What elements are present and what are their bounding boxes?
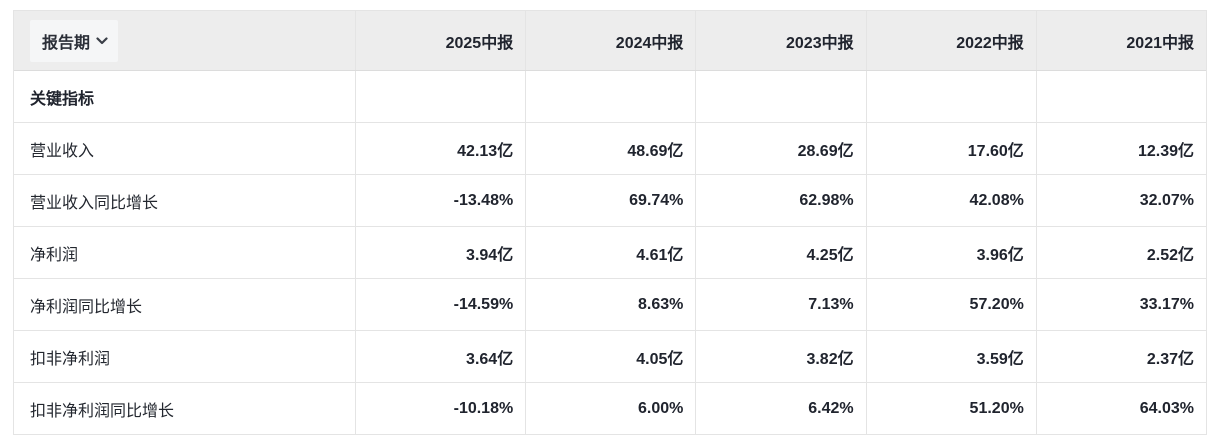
cell-value: -13.48% xyxy=(356,175,527,226)
column-header-2025: 2025中报 xyxy=(356,11,527,70)
empty-cell xyxy=(696,71,867,122)
cell-value: 62.98% xyxy=(696,175,867,226)
row-label: 净利润 xyxy=(14,227,356,278)
cell-value: 4.05亿 xyxy=(526,331,697,382)
cell-value: 2.52亿 xyxy=(1146,246,1195,264)
cell-value: 12.39亿 xyxy=(1137,142,1195,160)
cell-value: 6.00% xyxy=(526,383,697,434)
table-row-adjusted-net-profit: 扣非净利润 3.64亿 4.05亿 3.82亿 3.59亿 2.37亿 xyxy=(14,331,1206,383)
cell-value: 3.59亿 xyxy=(867,331,1037,382)
section-row-key-indicators: 关键指标 xyxy=(14,71,1206,123)
cell-value: 42.13亿 xyxy=(356,123,527,174)
cell-value: 28.69亿 xyxy=(696,123,867,174)
table-header-row: 报告期 2025中报 2024中报 2023中报 2022中报 2021中报 xyxy=(14,11,1206,71)
cell-value: 4.61亿 xyxy=(526,227,697,278)
cell-value: -10.18% xyxy=(356,383,527,434)
cell-value: -14.59% xyxy=(356,279,527,330)
report-period-label: 报告期 xyxy=(42,34,91,52)
cell-value: 8.63% xyxy=(526,279,697,330)
cell-value: 6.42% xyxy=(696,383,867,434)
empty-cell xyxy=(1037,71,1206,122)
cell-value: 7.13% xyxy=(696,279,867,330)
column-header-2021: 2021中报 xyxy=(1126,34,1195,52)
section-title: 关键指标 xyxy=(14,71,356,122)
cell-value: 32.07% xyxy=(1139,191,1195,209)
cell-value: 57.20% xyxy=(867,279,1037,330)
cell-value: 51.20% xyxy=(867,383,1037,434)
cell-value: 33.17% xyxy=(1139,295,1195,313)
row-label: 扣非净利润 xyxy=(14,331,356,382)
cell-value: 3.82亿 xyxy=(696,331,867,382)
column-header-2023: 2023中报 xyxy=(696,11,867,70)
table-row-adjusted-net-profit-yoy-growth: 扣非净利润同比增长 -10.18% 6.00% 6.42% 51.20% 64.… xyxy=(14,383,1206,435)
empty-cell xyxy=(356,71,527,122)
table-row-operating-revenue: 营业收入 42.13亿 48.69亿 28.69亿 17.60亿 12.39亿 xyxy=(14,123,1206,175)
table-row-net-profit: 净利润 3.94亿 4.61亿 4.25亿 3.96亿 2.52亿 xyxy=(14,227,1206,279)
cell-value: 3.94亿 xyxy=(356,227,527,278)
row-label: 营业收入 xyxy=(14,123,356,174)
report-period-header-cell: 报告期 xyxy=(14,11,356,70)
cell-value: 42.08% xyxy=(867,175,1037,226)
row-label: 扣非净利润同比增长 xyxy=(14,383,356,434)
financial-report-table: 报告期 2025中报 2024中报 2023中报 2022中报 2021中报 关… xyxy=(13,10,1207,435)
cell-value: 2.37亿 xyxy=(1146,350,1195,368)
empty-cell xyxy=(867,71,1037,122)
cell-value: 3.96亿 xyxy=(867,227,1037,278)
cell-value: 17.60亿 xyxy=(867,123,1037,174)
cell-value: 64.03% xyxy=(1139,399,1195,417)
chevron-down-icon xyxy=(96,36,108,45)
column-header-2022: 2022中报 xyxy=(867,11,1037,70)
row-label: 净利润同比增长 xyxy=(14,279,356,330)
column-header-2024: 2024中报 xyxy=(526,11,697,70)
table-row-net-profit-yoy-growth: 净利润同比增长 -14.59% 8.63% 7.13% 57.20% 33.17… xyxy=(14,279,1206,331)
cell-value: 3.64亿 xyxy=(356,331,527,382)
cell-value: 4.25亿 xyxy=(696,227,867,278)
row-label: 营业收入同比增长 xyxy=(14,175,356,226)
cell-value: 48.69亿 xyxy=(526,123,697,174)
empty-cell xyxy=(526,71,697,122)
report-period-dropdown[interactable]: 报告期 xyxy=(30,19,119,62)
cell-value: 69.74% xyxy=(526,175,697,226)
table-row-revenue-yoy-growth: 营业收入同比增长 -13.48% 69.74% 62.98% 42.08% 32… xyxy=(14,175,1206,227)
